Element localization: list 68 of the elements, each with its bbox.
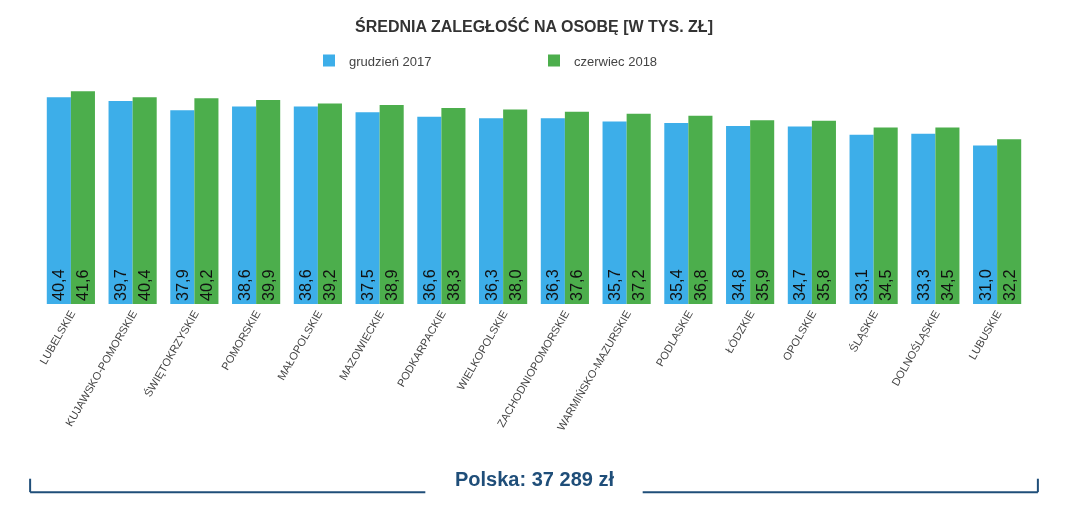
data-label: 37,2: [629, 269, 648, 301]
bar: [664, 122, 689, 304]
data-label: 36,6: [419, 269, 438, 301]
data-label: 37,5: [358, 269, 377, 301]
data-label: 35,9: [752, 269, 771, 301]
bar: [46, 97, 71, 304]
bar: [317, 103, 342, 304]
bar: [417, 116, 442, 304]
bar: [688, 115, 713, 304]
bar: [811, 120, 836, 304]
data-label: 35,8: [814, 269, 833, 301]
bar: [132, 97, 157, 304]
bar: [750, 120, 775, 304]
data-label: 40,4: [135, 269, 154, 301]
bar: [973, 145, 998, 304]
bar: [540, 118, 565, 304]
legend-label: czerwiec 2018: [574, 53, 658, 69]
data-label: 38,0: [505, 269, 524, 301]
bar: [626, 113, 651, 304]
bar: [256, 99, 281, 304]
data-label: 40,2: [196, 269, 215, 301]
bar: [787, 126, 812, 304]
data-label: 39,2: [320, 269, 339, 301]
data-label: 38,3: [443, 269, 462, 301]
data-label: 38,9: [382, 269, 401, 301]
data-label: 33,3: [913, 269, 932, 301]
bar: [602, 121, 627, 304]
data-label: 35,7: [605, 269, 624, 301]
data-label: 41,6: [73, 269, 92, 301]
bar: [726, 125, 751, 304]
bar: [194, 98, 219, 304]
bar: [564, 111, 589, 304]
bar: [935, 127, 960, 304]
chart-title: ŚREDNIA ZALEGŁOŚĆ NA OSOBĘ [W TYS. ZŁ]: [355, 16, 713, 35]
data-label: 40,4: [49, 269, 68, 301]
data-label: 39,7: [111, 269, 130, 301]
bar: [70, 91, 95, 304]
data-label: 37,6: [567, 269, 586, 301]
bar: [849, 134, 874, 304]
bar: [293, 106, 318, 304]
data-label: 37,9: [172, 269, 191, 301]
data-label: 34,7: [790, 269, 809, 301]
bar: [911, 133, 936, 304]
data-label: 38,6: [234, 269, 253, 301]
text: Polska: 37 289 zł: [455, 468, 615, 490]
data-label: 34,8: [728, 269, 747, 301]
data-label: 36,3: [543, 269, 562, 301]
legend-label: grudzień 2017: [349, 53, 432, 69]
data-label: 33,1: [852, 269, 871, 301]
bar: [441, 108, 466, 304]
bar: [479, 118, 504, 304]
data-label: 38,6: [296, 269, 315, 301]
bar: [503, 109, 528, 304]
data-label: 36,3: [481, 269, 500, 301]
data-label: 36,8: [690, 269, 709, 301]
bar: [355, 112, 380, 304]
bar: [997, 139, 1022, 304]
data-label: 35,4: [666, 269, 685, 301]
data-label: 31,0: [975, 269, 994, 301]
bar: [232, 106, 257, 304]
data-label: 32,2: [999, 269, 1018, 301]
bar: [379, 105, 404, 304]
data-label: 39,9: [258, 269, 277, 301]
data-label: 34,5: [937, 269, 956, 301]
bar: [873, 127, 898, 304]
data-label: 34,5: [876, 269, 895, 301]
bar: [108, 100, 133, 304]
bar: [170, 110, 195, 304]
